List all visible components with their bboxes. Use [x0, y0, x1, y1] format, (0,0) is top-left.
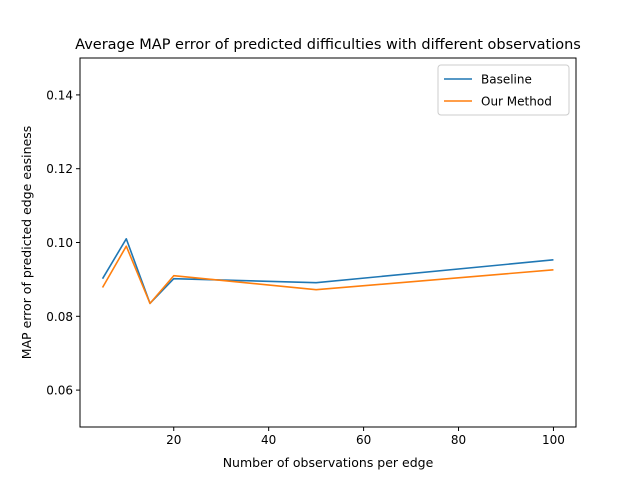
- x-axis-label: Number of observations per edge: [223, 455, 434, 470]
- y-axis-label: MAP error of predicted edge easiness: [19, 126, 34, 360]
- x-tick-label: 60: [356, 433, 371, 447]
- y-tick-label: 0.08: [46, 310, 73, 324]
- legend-label: Baseline: [481, 73, 532, 87]
- axis-ticks: 20 40 60 80 100 0.06 0.08 0.10 0.12 0.14: [46, 88, 565, 447]
- x-tick-label: 80: [451, 433, 466, 447]
- series-lines: [101, 238, 554, 305]
- axes-frame: [79, 57, 577, 428]
- series-line-baseline: [101, 238, 554, 305]
- legend-label: Our Method: [481, 95, 552, 109]
- y-tick-label: 0.10: [46, 236, 73, 250]
- chart-title: Average MAP error of predicted difficult…: [75, 37, 581, 53]
- x-tick-label: 100: [542, 433, 565, 447]
- y-tick-label: 0.06: [46, 384, 73, 398]
- y-tick-label: 0.12: [46, 162, 73, 176]
- x-tick-label: 40: [261, 433, 276, 447]
- y-tick-label: 0.14: [46, 88, 73, 102]
- series-line-our-method: [101, 245, 554, 305]
- legend: Baseline Our Method: [437, 64, 570, 116]
- legend-box: [437, 64, 570, 116]
- x-tick-label: 20: [166, 433, 181, 447]
